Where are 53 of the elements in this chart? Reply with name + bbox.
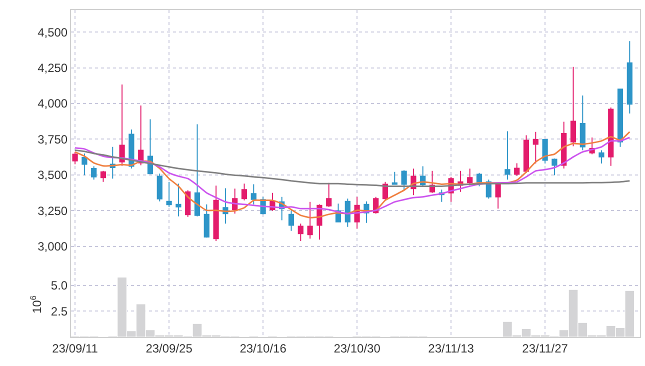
candlestick bbox=[166, 181, 172, 208]
y-tick-label: 3,000 bbox=[38, 240, 68, 254]
candlestick bbox=[523, 134, 530, 174]
candlestick bbox=[298, 223, 304, 242]
x-tick-label: 23/09/11 bbox=[52, 341, 98, 356]
candlestick bbox=[401, 170, 407, 191]
x-tick-label: 23/11/27 bbox=[522, 341, 568, 356]
y-tick-label: 4,500 bbox=[38, 25, 68, 40]
candlestick bbox=[250, 184, 256, 205]
y-tick-label: 3,750 bbox=[38, 132, 68, 146]
y-tick-label: 4,000 bbox=[38, 96, 68, 111]
candlestick bbox=[100, 170, 106, 182]
candlestick bbox=[204, 204, 210, 238]
candlestick bbox=[119, 84, 125, 166]
candlestick bbox=[241, 183, 248, 201]
y-tick-label: 3,250 bbox=[38, 204, 68, 218]
y-tick-label: 3,500 bbox=[38, 168, 68, 182]
candlestick bbox=[476, 172, 482, 187]
candlestick bbox=[213, 185, 219, 242]
candlestick bbox=[626, 40, 632, 114]
candlestick bbox=[288, 210, 294, 232]
candlestick bbox=[561, 121, 567, 169]
candlestick bbox=[82, 152, 88, 176]
candlestick bbox=[344, 198, 350, 228]
x-tick-label: 23/10/30 bbox=[334, 341, 381, 356]
candlestick bbox=[176, 183, 182, 217]
line-series bbox=[74, 149, 630, 187]
candlestick bbox=[232, 188, 238, 214]
y-tick-label: 5.0 bbox=[50, 278, 68, 293]
candlestick bbox=[608, 107, 614, 166]
x-tick-label: 23/09/25 bbox=[146, 341, 193, 356]
y-tick-label: 4,250 bbox=[38, 61, 68, 76]
x-tick-label: 23/11/13 bbox=[428, 341, 474, 356]
candlestick bbox=[392, 171, 398, 185]
candlestick bbox=[307, 201, 313, 240]
candlestick bbox=[495, 183, 501, 210]
candlestick bbox=[580, 95, 586, 151]
candlestick bbox=[542, 139, 548, 164]
candlestick bbox=[532, 131, 538, 164]
candlestick bbox=[72, 151, 78, 165]
candlestick bbox=[514, 162, 520, 176]
candlestick bbox=[598, 150, 604, 164]
candlestick bbox=[91, 166, 97, 180]
candlestick bbox=[570, 66, 576, 147]
candlestick bbox=[617, 88, 624, 148]
candlestick bbox=[326, 182, 332, 208]
candlestick bbox=[552, 158, 558, 176]
candlestick bbox=[156, 173, 162, 202]
candlestick bbox=[504, 130, 510, 180]
y-tick-label: 2.5 bbox=[50, 304, 68, 318]
candlestick bbox=[194, 124, 200, 217]
x-tick-label: 23/10/16 bbox=[240, 341, 287, 356]
candlestick bbox=[467, 168, 473, 186]
